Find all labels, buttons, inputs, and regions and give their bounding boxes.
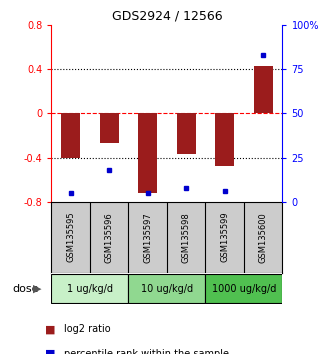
Bar	[215, 113, 234, 166]
Text: 1000 ug/kg/d: 1000 ug/kg/d	[212, 284, 276, 293]
Bar	[254, 66, 273, 113]
Text: GSM135600: GSM135600	[259, 212, 268, 263]
Text: GSM135596: GSM135596	[105, 212, 114, 263]
Title: GDS2924 / 12566: GDS2924 / 12566	[112, 9, 222, 22]
Text: dose: dose	[13, 284, 39, 293]
Text: 10 ug/kg/d: 10 ug/kg/d	[141, 284, 193, 293]
Bar	[100, 113, 119, 143]
Bar	[61, 113, 80, 158]
Text: ▶: ▶	[33, 284, 42, 293]
Bar	[205, 274, 282, 303]
Text: log2 ratio: log2 ratio	[64, 324, 111, 334]
Text: GSM135597: GSM135597	[143, 212, 152, 263]
Text: GSM135599: GSM135599	[220, 212, 229, 263]
Text: GSM135598: GSM135598	[182, 212, 191, 263]
Bar	[128, 274, 205, 303]
Text: 1 ug/kg/d: 1 ug/kg/d	[67, 284, 113, 293]
Text: GSM135595: GSM135595	[66, 212, 75, 263]
Text: percentile rank within the sample: percentile rank within the sample	[64, 349, 229, 354]
Text: ■: ■	[45, 324, 56, 334]
Bar	[177, 113, 196, 154]
Bar	[138, 113, 157, 193]
Text: ■: ■	[45, 349, 56, 354]
Bar	[51, 274, 128, 303]
